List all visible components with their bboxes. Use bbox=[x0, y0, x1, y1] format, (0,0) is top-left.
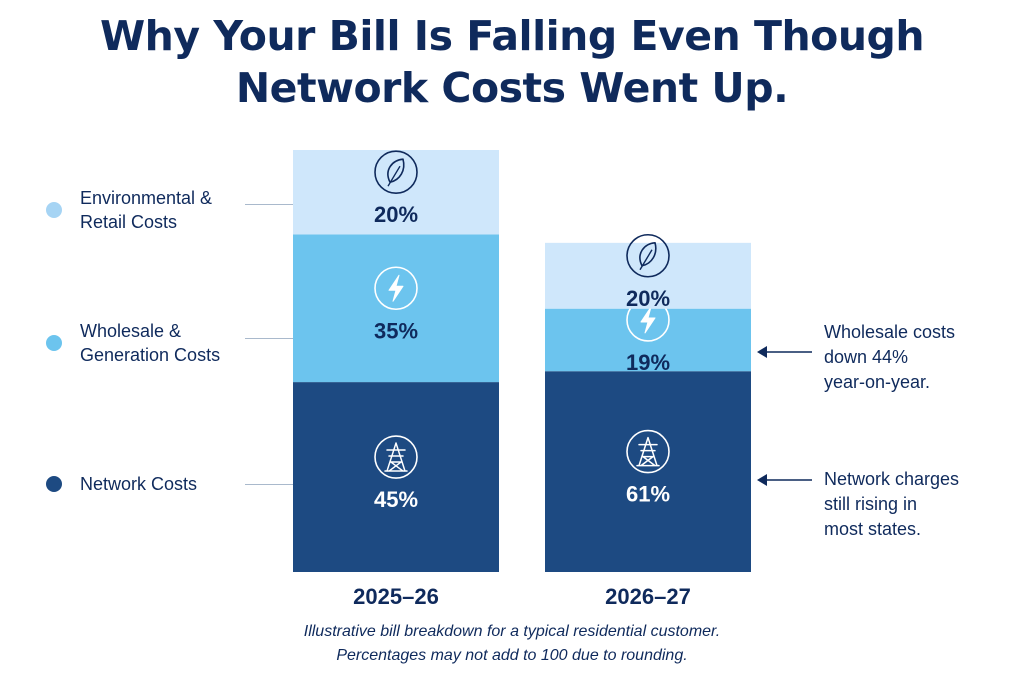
bar-segment bbox=[293, 234, 499, 383]
bar-segment-group: 45% bbox=[293, 382, 499, 572]
bar-segment-group: 61% bbox=[545, 371, 751, 572]
transmission-tower-icon bbox=[374, 435, 418, 479]
title-line-2: Network Costs Went Up. bbox=[235, 64, 789, 112]
annotation-wholesale: Wholesale costs down 44% year-on-year. bbox=[824, 322, 956, 392]
legend-leader-line bbox=[245, 338, 293, 339]
legend-item-wholesale: Wholesale & Generation Costs bbox=[46, 319, 220, 367]
legend-item-network: Network Costs bbox=[46, 472, 197, 496]
footnote-line-1: Illustrative bill breakdown for a typica… bbox=[303, 623, 721, 640]
legend-swatch bbox=[46, 202, 62, 218]
bar-segment-group: 19% bbox=[545, 298, 751, 375]
legend-label: Network Costs bbox=[80, 474, 198, 494]
data-label: 61% bbox=[626, 482, 670, 507]
leaf-icon bbox=[374, 150, 418, 194]
leaf-icon bbox=[626, 233, 670, 278]
title-line-1: Why Your Bill Is Falling Even Though bbox=[99, 12, 925, 60]
bar-segment-group: 20% bbox=[293, 150, 499, 235]
category-label: 2026–27 bbox=[605, 584, 691, 609]
legend-leader-line bbox=[245, 204, 293, 205]
data-label: 20% bbox=[626, 286, 670, 311]
annotation-network: Network charges still rising in most sta… bbox=[824, 469, 960, 539]
data-label: 45% bbox=[374, 487, 418, 512]
category-label: 2025–26 bbox=[353, 584, 439, 609]
bar-segment bbox=[293, 150, 499, 235]
chart-title: Why Your Bill Is Falling Even Though Net… bbox=[0, 10, 1024, 114]
annotation-arrow bbox=[757, 474, 812, 486]
data-label: 19% bbox=[626, 350, 670, 375]
bar-segment-group: 35% bbox=[293, 234, 499, 383]
legend-leader-line bbox=[245, 484, 293, 485]
lightning-bolt-icon bbox=[374, 266, 418, 311]
data-label: 20% bbox=[374, 202, 418, 227]
data-label: 35% bbox=[374, 318, 418, 343]
annotation-arrow bbox=[757, 346, 812, 358]
footnote-line-2: Percentages may not add to 100 due to ro… bbox=[336, 647, 688, 664]
legend-swatch bbox=[46, 335, 62, 351]
legend-label: Wholesale & Generation Costs bbox=[80, 321, 221, 365]
bar-segment bbox=[293, 382, 499, 572]
bar-segment bbox=[545, 242, 751, 309]
legend-item-environmental: Environmental & Retail Costs bbox=[46, 186, 212, 234]
legend-swatch bbox=[46, 476, 62, 492]
legend-label: Environmental & Retail Costs bbox=[80, 188, 213, 232]
transmission-tower-icon bbox=[626, 429, 670, 474]
footnote: Illustrative bill breakdown for a typica… bbox=[0, 620, 1024, 668]
bar-segment bbox=[545, 371, 751, 572]
bar-segment-group: 20% bbox=[545, 233, 751, 311]
